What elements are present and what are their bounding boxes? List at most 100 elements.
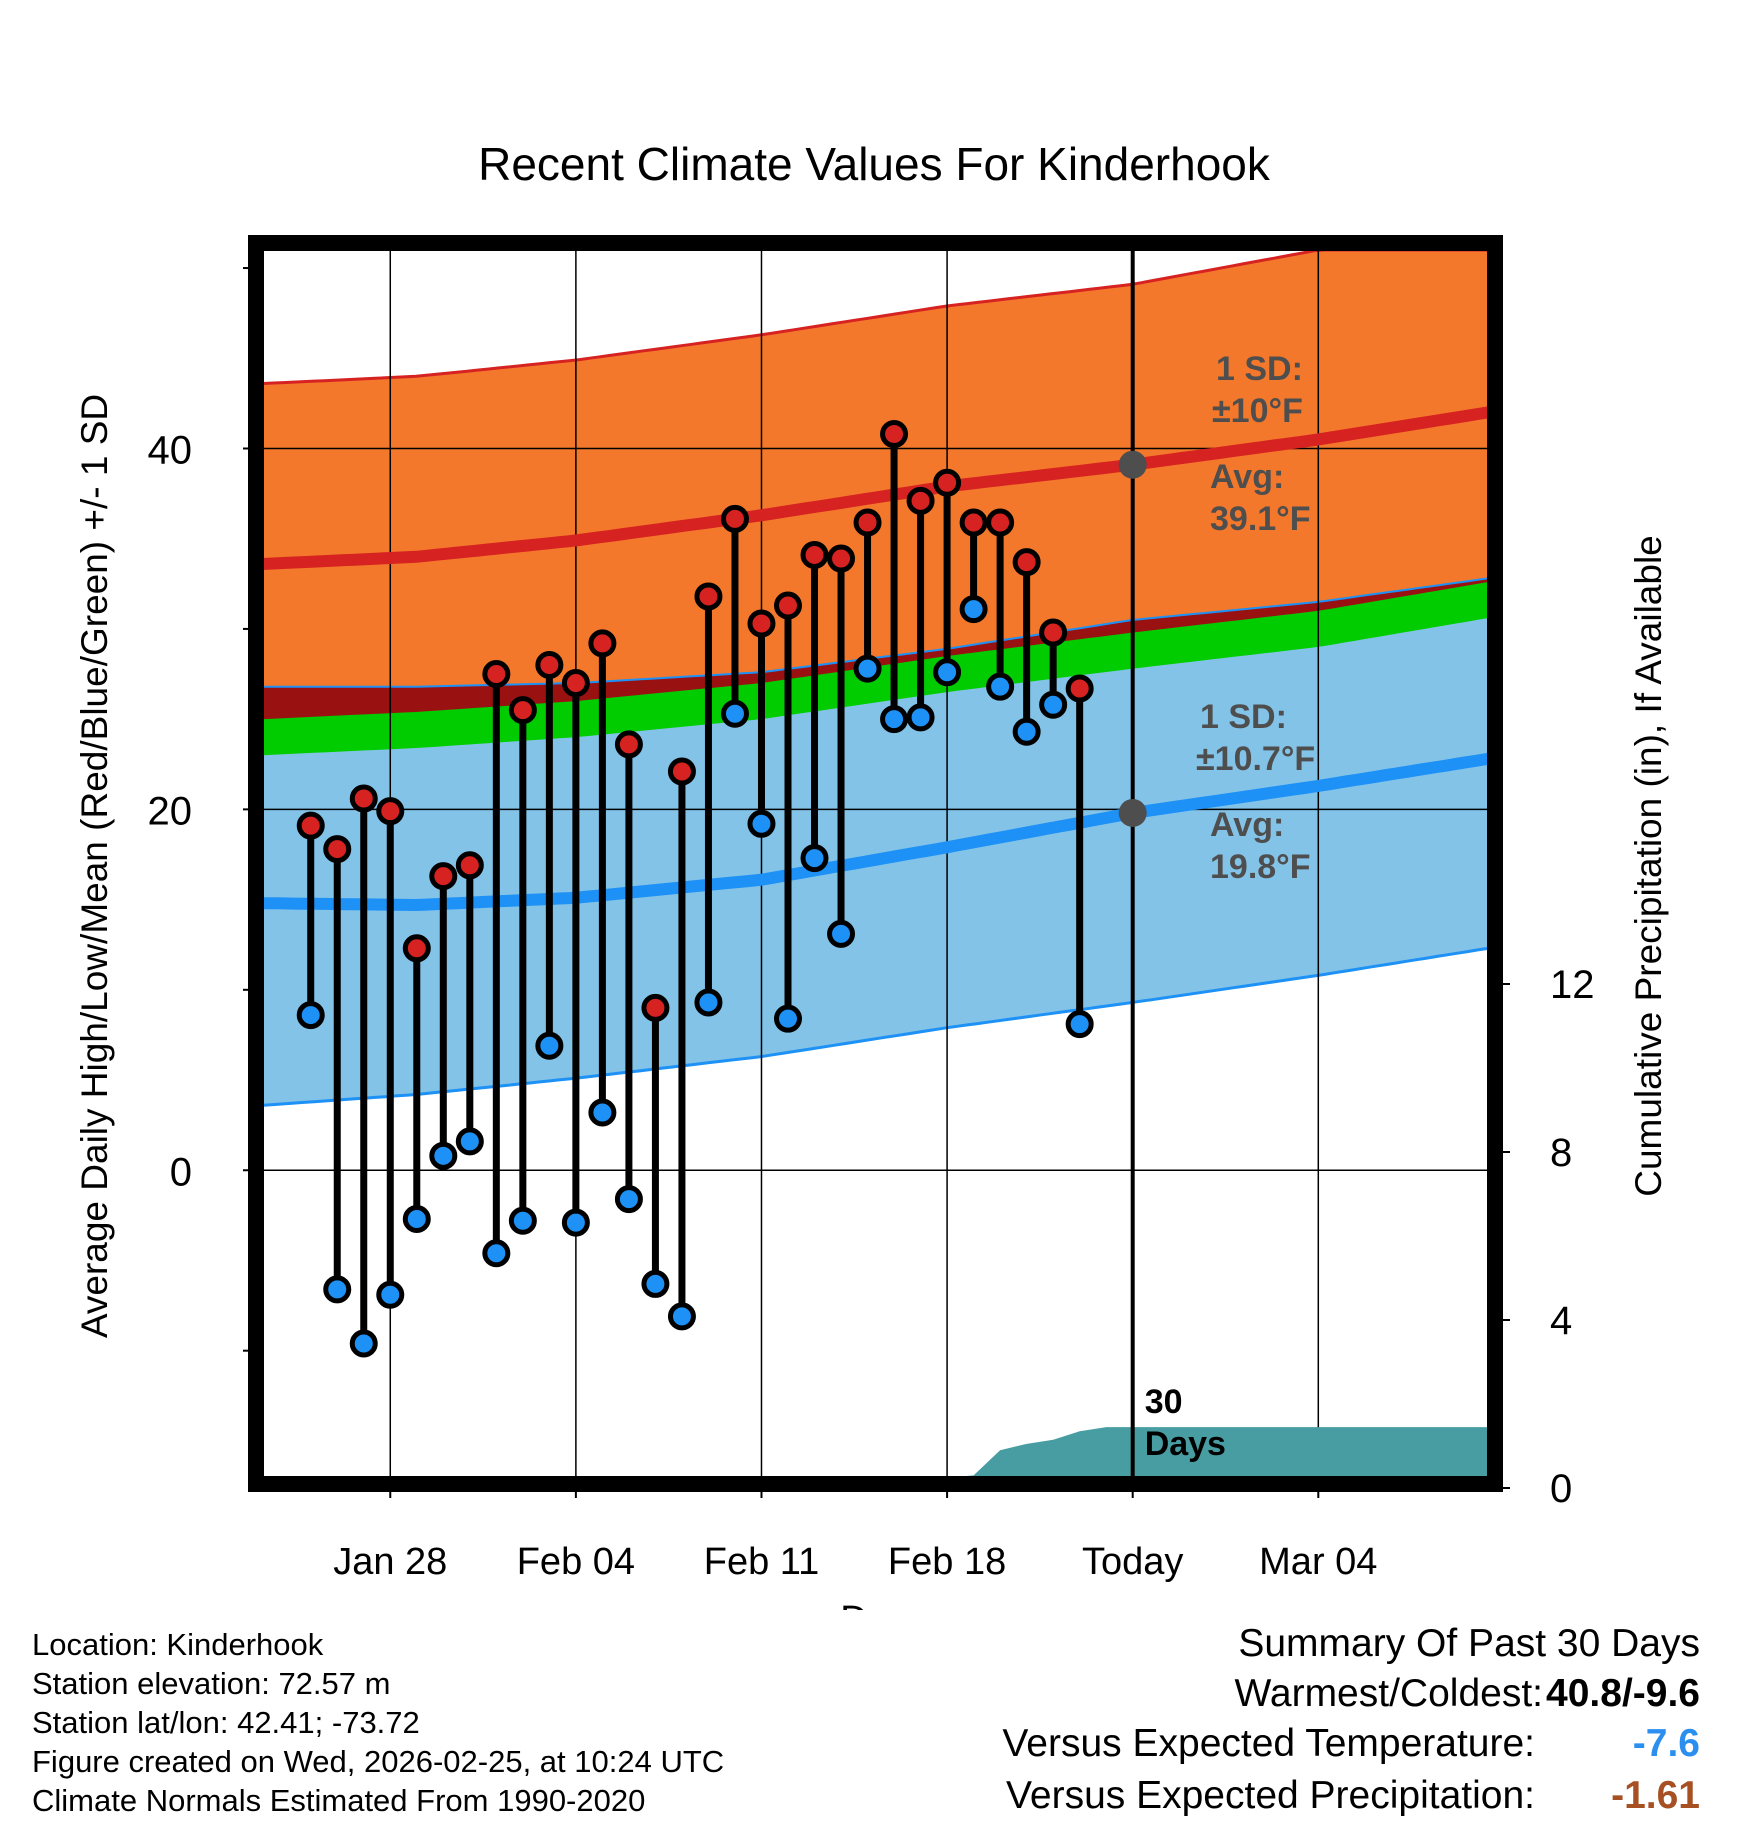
obs-low-point [880, 705, 909, 734]
obs-high-point [296, 811, 325, 840]
obs-high-point [1012, 548, 1041, 577]
x-tick-label: Mar 04 [1259, 1541, 1377, 1583]
obs-high-point [959, 508, 988, 537]
obs-high-point [429, 862, 458, 891]
info-elevation: Station elevation: 72.57 m [32, 1666, 391, 1701]
obs-low-point [933, 658, 962, 687]
obs-low-point [774, 1004, 802, 1033]
obs-high-point [535, 651, 564, 680]
obs-low-point [614, 1185, 643, 1214]
high-avg-value: 39.1°F [1210, 500, 1311, 538]
high-avg-label: Avg: [1210, 458, 1284, 496]
chart-title: Recent Climate Values For Kinderhook [478, 138, 1271, 190]
obs-high-point [323, 835, 352, 864]
obs-high-point [614, 730, 643, 759]
obs-low-point [561, 1208, 590, 1237]
x-tick-label: Feb 04 [517, 1541, 635, 1583]
obs-low-point [376, 1280, 405, 1309]
obs-high-point [800, 540, 829, 569]
obs-low-point [508, 1206, 537, 1235]
obs-high-point [694, 582, 723, 611]
precip-area [920, 1427, 1488, 1488]
obs-low-point [641, 1269, 670, 1298]
obs-low-point [1012, 717, 1041, 746]
obs-low-point [349, 1329, 378, 1358]
summary-temp-label: Versus Expected Temperature: [1002, 1722, 1535, 1765]
normal-annotations: 1 SD: ±10°F Avg: 39.1°F 1 SD: ±10.7°F Avg: 19.8… [1118, 350, 1315, 886]
frame-border [248, 235, 1503, 1492]
obs-high-point [1039, 618, 1068, 647]
obs-low-point [827, 919, 856, 948]
obs-low-point [482, 1239, 511, 1268]
obs-high-point [641, 993, 670, 1022]
obs-high-point [986, 508, 1015, 537]
low-avg-value: 19.8°F [1210, 848, 1311, 886]
obs-high-point [720, 504, 749, 533]
y2-tick-label: 4 [1550, 1299, 1572, 1343]
x-tick-label: Feb 11 [704, 1541, 819, 1583]
obs-low-point [588, 1098, 617, 1127]
summary-precip-value: -1.61 [1611, 1774, 1700, 1817]
high-sd-label: 1 SD: [1216, 350, 1303, 388]
obs-low-point [323, 1275, 352, 1304]
obs-high-point [667, 757, 696, 786]
y-tick-label: 0 [170, 1150, 192, 1194]
y-axis-label: Average Daily High/Low/Mean (Red/Blue/Gr… [74, 394, 115, 1338]
x-tick-label: Feb 18 [888, 1541, 1006, 1583]
y2-tick-label: 0 [1550, 1467, 1572, 1511]
obs-low-point [906, 703, 935, 732]
obs-high-point [853, 508, 882, 537]
x-axis-label: Day [840, 1599, 908, 1610]
obs-high-point [561, 669, 590, 698]
obs-high-point [906, 486, 935, 515]
summary-precip-label: Versus Expected Precipitation: [1006, 1774, 1535, 1817]
high-upper-line [263, 250, 1488, 385]
obs-low-point [296, 1001, 325, 1030]
obs-low-point [667, 1302, 696, 1331]
x-tick-label: Today [1082, 1541, 1183, 1583]
summary-warmest-label: Warmest/Coldest: [1234, 1672, 1543, 1715]
obs-high-point [827, 544, 856, 573]
obs-low-point [853, 654, 882, 683]
obs-high-point [402, 934, 431, 963]
y-tick-label: 40 [148, 428, 193, 472]
summary-title: Summary Of Past 30 Days [1238, 1622, 1700, 1665]
obs-low-point [747, 809, 776, 838]
low-avg-dot [1118, 798, 1147, 827]
summary-temp-value: -7.6 [1632, 1722, 1700, 1765]
obs-high-point [774, 591, 802, 620]
obs-low-point [800, 844, 829, 873]
obs-high-point [508, 696, 537, 725]
high-sd-value: ±10°F [1212, 392, 1303, 430]
obs-low-point [986, 672, 1015, 701]
y2-tick-label: 12 [1550, 963, 1595, 1007]
y-tick-label: 20 [148, 789, 193, 833]
obs-low-point [1039, 690, 1068, 719]
obs-high-point [455, 851, 484, 880]
climate-chart: Recent Climate Values For Kinderhook 30 D… [74, 138, 1669, 1610]
high-avg-dot [1118, 450, 1147, 479]
obs-high-point [349, 784, 378, 813]
low-sd-value: ±10.7°F [1196, 740, 1315, 778]
days-label-word: Days [1145, 1425, 1226, 1463]
x-tick-label: Jan 28 [333, 1541, 447, 1583]
obs-low-point [694, 988, 723, 1017]
y2-tick-label: 8 [1550, 1131, 1572, 1175]
y2-axis-label: Cumulative Precipitation (in), If Availa… [1628, 535, 1669, 1197]
daily-observations [296, 420, 1094, 1358]
days-label-number: 30 [1145, 1383, 1183, 1421]
obs-low-point [429, 1141, 458, 1170]
obs-low-point [455, 1127, 484, 1156]
info-created: Figure created on Wed, 2026-02-25, at 10… [32, 1744, 725, 1779]
info-location: Location: Kinderhook [32, 1627, 324, 1662]
obs-high-point [933, 468, 962, 497]
obs-high-point [1065, 674, 1094, 703]
obs-high-point [482, 660, 511, 689]
summary-warmest-value: 40.8/-9.6 [1546, 1672, 1700, 1715]
obs-high-point [747, 609, 776, 638]
obs-low-point [535, 1031, 564, 1060]
obs-high-point [588, 629, 617, 658]
plot-frame [248, 235, 1503, 1492]
low-sd-label: 1 SD: [1200, 698, 1287, 736]
high-mean-line [263, 406, 1488, 570]
